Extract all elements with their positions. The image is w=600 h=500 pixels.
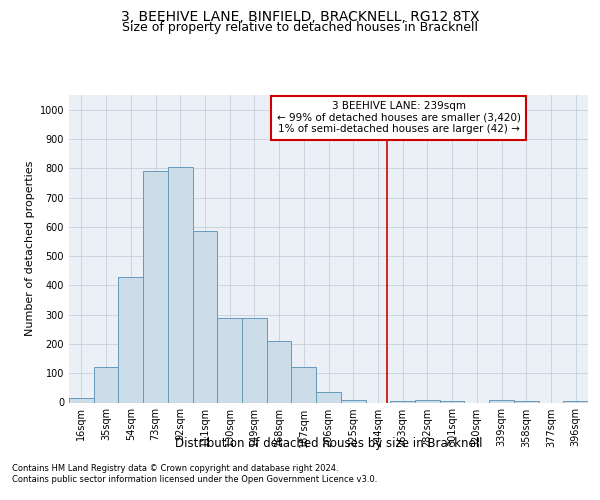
Text: 3, BEEHIVE LANE, BINFIELD, BRACKNELL, RG12 8TX: 3, BEEHIVE LANE, BINFIELD, BRACKNELL, RG… [121, 10, 479, 24]
Bar [563, 401, 588, 402]
Bar [143, 171, 168, 402]
Y-axis label: Number of detached properties: Number of detached properties [25, 161, 35, 336]
Text: 3 BEEHIVE LANE: 239sqm
← 99% of detached houses are smaller (3,420)
1% of semi-d: 3 BEEHIVE LANE: 239sqm ← 99% of detached… [277, 101, 521, 134]
Bar [489, 400, 514, 402]
Bar [94, 368, 118, 402]
Bar [217, 318, 242, 402]
Bar [514, 401, 539, 402]
Bar [193, 231, 217, 402]
Text: Contains public sector information licensed under the Open Government Licence v3: Contains public sector information licen… [12, 475, 377, 484]
Bar [341, 400, 365, 402]
Bar [440, 401, 464, 402]
Bar [415, 400, 440, 402]
Bar [390, 401, 415, 402]
Text: Distribution of detached houses by size in Bracknell: Distribution of detached houses by size … [175, 438, 482, 450]
Text: Contains HM Land Registry data © Crown copyright and database right 2024.: Contains HM Land Registry data © Crown c… [12, 464, 338, 473]
Bar [242, 318, 267, 402]
Bar [69, 398, 94, 402]
Bar [292, 368, 316, 402]
Bar [118, 276, 143, 402]
Text: Size of property relative to detached houses in Bracknell: Size of property relative to detached ho… [122, 21, 478, 34]
Bar [316, 392, 341, 402]
Bar [267, 341, 292, 402]
Bar [168, 167, 193, 402]
